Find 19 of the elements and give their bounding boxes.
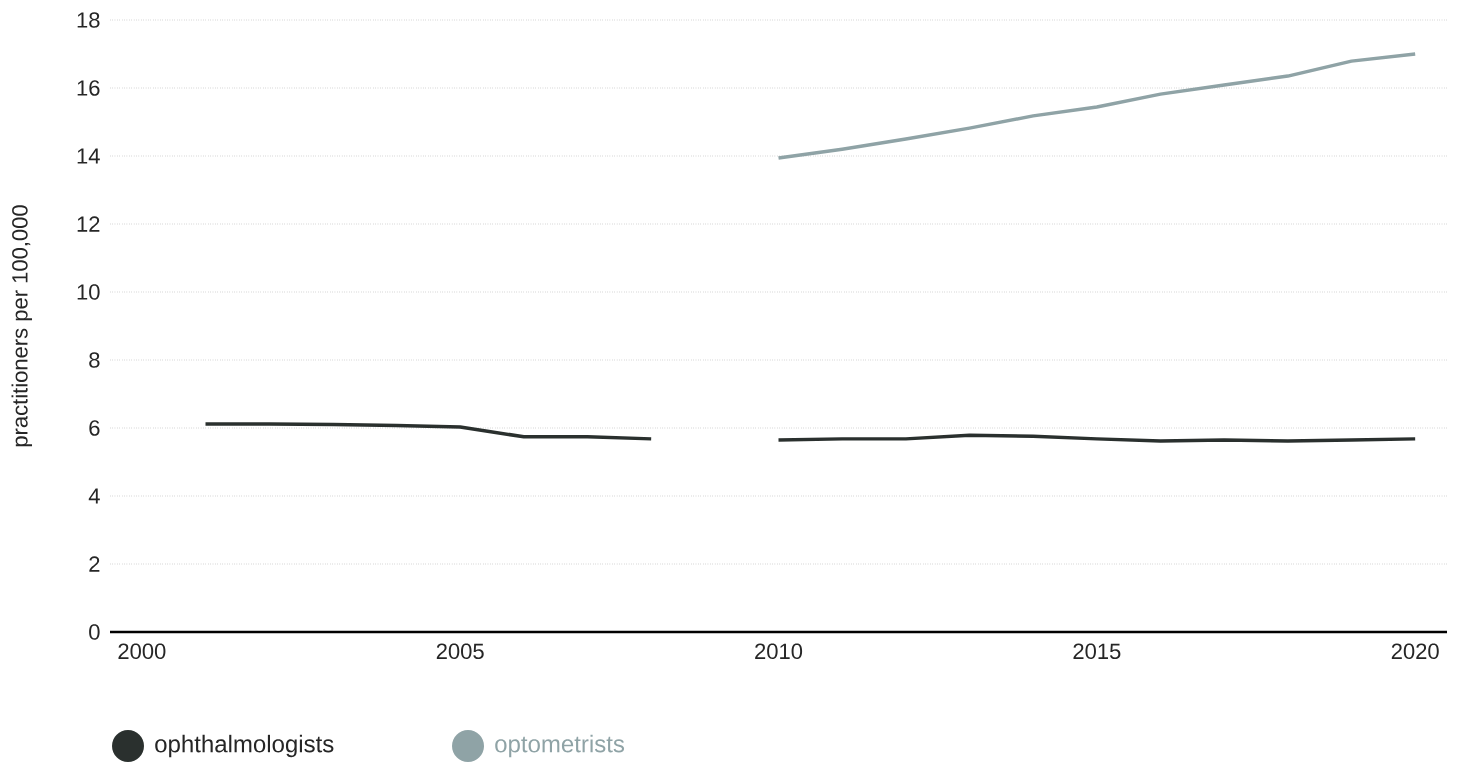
y-tick-label: 18 (77, 12, 100, 28)
y-tick-label: 14 (77, 148, 100, 164)
y-tick-label: 16 (77, 80, 100, 96)
x-tick-label: 2010 (755, 643, 803, 660)
y-axis-title: practitioners per 100,000 (11, 205, 33, 447)
y-tick-label: 10 (77, 284, 100, 300)
y-tick-label: 8 (89, 352, 100, 368)
legend-label: ophthalmologists (155, 734, 334, 758)
y-tick-label: 6 (89, 420, 100, 436)
line-series (776, 52, 1417, 160)
y-tick-label: 12 (77, 216, 100, 232)
x-tick-label: 2020 (1391, 643, 1439, 660)
legend-label: optometrists (495, 734, 625, 758)
x-tick-label: 2015 (1073, 643, 1121, 660)
y-tick-label: 0 (89, 624, 100, 640)
x-tick-label: 2000 (118, 643, 166, 660)
y-tick-label: 2 (89, 556, 100, 572)
y-tick-label: 4 (88, 488, 100, 504)
x-tick-label: 2005 (436, 643, 484, 660)
